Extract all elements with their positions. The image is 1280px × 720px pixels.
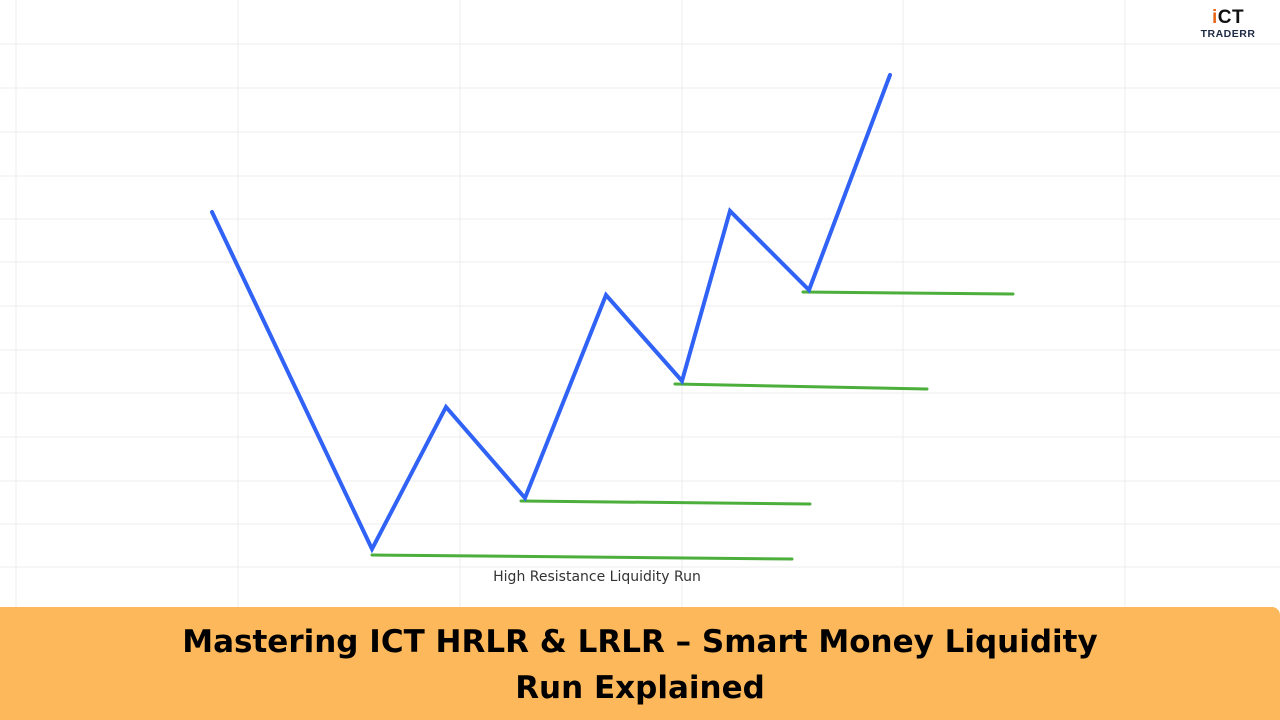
logo-mark: iCT: [1192, 8, 1264, 28]
diagram-area: High Resistance Liquidity Run: [0, 0, 1280, 608]
logo-wordmark: TRADERR: [1200, 28, 1256, 40]
page-title-line-1: Mastering ICT HRLR & LRLR – Smart Money …: [182, 624, 1098, 660]
liquidity-level-4: [801, 290, 1015, 296]
title-banner: Mastering ICT HRLR & LRLR – Smart Money …: [0, 607, 1280, 720]
liquidity-level-3: [673, 382, 929, 391]
ict-traderr-logo: iCT TRADERR: [1192, 8, 1264, 44]
page-title-line-2: Run Explained: [515, 670, 765, 706]
logo-mark-i: i: [1211, 7, 1218, 28]
grid-lines: [0, 0, 1280, 608]
price-path-line: [210, 73, 892, 554]
liquidity-level-1: [370, 553, 794, 561]
diagram-caption: High Resistance Liquidity Run: [493, 569, 701, 585]
liquidity-level-2: [519, 499, 812, 506]
logo-mark-ct: CT: [1217, 7, 1245, 28]
liquidity-run-diagram: High Resistance Liquidity Run: [0, 0, 1280, 608]
liquidity-levels: [370, 290, 1015, 561]
